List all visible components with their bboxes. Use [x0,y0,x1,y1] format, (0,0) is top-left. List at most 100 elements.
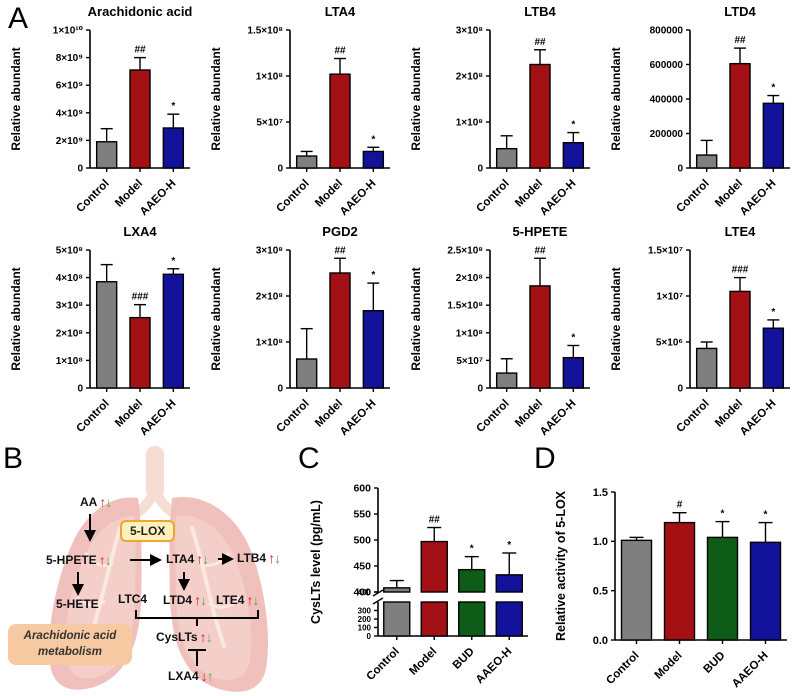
svg-text:LTD4: LTD4 [724,4,756,19]
svg-text:*: * [571,120,575,131]
svg-text:0: 0 [277,384,283,395]
svg-text:Relative abundant: Relative abundant [9,47,23,150]
up-arrow-icon: ↑ [98,552,106,568]
svg-text:0.5: 0.5 [593,586,608,598]
svg-text:Model: Model [113,178,145,210]
enzyme-box-5lox: 5-LOX [120,520,176,542]
chart-lxa4: 0 1×10⁸ 2×10⁸ 3×10⁸ 4×10⁸ 5×10⁸ Control ### Mode… [9,224,190,438]
svg-text:400000: 400000 [650,95,684,106]
svg-text:Control: Control [674,398,711,435]
chart-arachidonic-acid: 0 2×10⁹ 4×10⁹ 6×10⁹ 8×10⁹ 1×10¹⁰ Control ## Mode… [9,4,193,219]
svg-text:##: ## [534,245,546,256]
svg-text:1.5×10⁸: 1.5×10⁸ [447,301,483,312]
svg-text:5×10⁷: 5×10⁷ [256,118,283,129]
svg-text:*: * [470,544,474,555]
svg-text:##: ## [134,45,146,56]
svg-text:6×10⁹: 6×10⁹ [56,81,84,92]
svg-text:450: 450 [353,561,371,573]
svg-text:4×10⁸: 4×10⁸ [56,273,84,284]
trend-arrows: ↓ ↑ [201,668,214,684]
svg-text:2×10⁸: 2×10⁸ [56,328,84,339]
svg-text:4×10⁹: 4×10⁹ [56,108,84,119]
svg-text:Control: Control [274,398,311,435]
svg-text:600000: 600000 [650,60,684,71]
svg-text:*: * [721,509,725,520]
svg-text:2×10⁸: 2×10⁸ [456,72,484,83]
svg-text:0: 0 [77,164,83,175]
pathway-node-cyslts: CysLTs ↑ ↓ [156,629,213,645]
up-arrow-icon: ↑ [268,550,275,566]
svg-text:Relative activity of 5-LOX: Relative activity of 5-LOX [554,490,568,641]
svg-text:0: 0 [677,164,683,175]
svg-text:AAEO-H: AAEO-H [730,650,771,691]
up-arrow-icon: ↑ [196,551,203,567]
panel-c-label: C [298,442,320,475]
down-arrow-icon: ↓ [205,629,213,645]
svg-text:1.5×10⁸: 1.5×10⁸ [247,26,283,37]
svg-text:CysLTs level (pg/mL): CysLTs level (pg/mL) [309,500,323,624]
trend-arrows: ↑ ↓ [246,592,259,608]
chart-ltd4: 0 200000 400000 600000 800000 Control ## Model *… [609,4,790,218]
svg-text:800000: 800000 [650,26,684,37]
svg-text:500: 500 [353,535,371,547]
svg-text:AAEO-H: AAEO-H [138,178,179,219]
down-arrow-icon: ↓ [202,551,209,567]
trend-arrows: ↑ ↓ [99,495,112,509]
node-label: AA [80,495,98,509]
node-label: LTA4 [166,552,195,566]
up-arrow-icon: ↑ [206,668,214,684]
pathway-node-ltb4: LTB4 ↑ ↓ [237,550,281,566]
svg-text:###: ### [732,265,749,276]
svg-text:Control: Control [364,646,401,683]
svg-text:0: 0 [477,164,483,175]
trend-arrows: ↑ ↓ [194,592,207,608]
trend-arrows: ↑ ↓ [98,552,112,568]
svg-text:*: * [771,307,775,318]
svg-text:Relative abundant: Relative abundant [609,267,623,370]
caption-line-2: metabolism [38,645,102,658]
svg-text:1×10⁸: 1×10⁸ [256,338,284,349]
pathway-node-lta4: LTA4 ↑ ↓ [166,551,209,567]
up-arrow-icon: ↑ [246,592,253,608]
node-label: LTD4 [163,593,193,607]
chart-lte4: 0 5×10⁶ 1×10⁷ 1.5×10⁷ Control ### Model * AAEO-H… [609,224,790,438]
svg-text:5×10⁸: 5×10⁸ [56,246,84,257]
svg-text:Model: Model [113,398,145,430]
svg-text:##: ## [429,515,441,526]
node-label: 5-HPETE [46,553,97,567]
pathway-node-5hete: 5-HETE [56,598,99,610]
node-label: CysLTs [156,630,198,644]
node-label: LTC4 [118,592,148,606]
pathway-node-ltd4: LTD4 ↑ ↓ [163,592,207,608]
pathway-node-lxa4: LXA4 ↓ ↑ [168,668,214,684]
svg-text:600: 600 [353,483,371,495]
pathway-node-aa: AA ↑ ↓ [80,495,112,509]
svg-text:Model: Model [313,398,345,430]
svg-text:BUD: BUD [451,646,477,672]
down-arrow-icon: ↓ [200,592,207,608]
svg-text:Model: Model [513,398,545,430]
pathway-node-5hpete: 5-HPETE ↑ ↓ [46,552,112,568]
svg-text:*: * [171,101,175,112]
svg-text:AAEO-H: AAEO-H [474,646,515,687]
svg-text:Model: Model [407,646,439,678]
down-arrow-icon: ↓ [274,550,281,566]
svg-text:LXA4: LXA4 [123,224,157,239]
caption-box: Arachidonic acid metabolism [8,624,132,666]
pathway-node-lte4: LTE4 ↑ ↓ [216,592,259,608]
panel-d-label: D [534,442,556,475]
svg-text:3×10⁸: 3×10⁸ [456,26,484,37]
down-arrow-icon: ↓ [104,552,112,568]
svg-text:PGD2: PGD2 [322,224,357,239]
svg-text:*: * [171,256,175,267]
svg-text:1×10⁷: 1×10⁷ [656,292,683,303]
svg-text:1.5×10⁷: 1.5×10⁷ [648,246,683,257]
svg-text:Relative abundant: Relative abundant [409,47,423,150]
svg-text:5×10⁷: 5×10⁷ [456,356,483,367]
svg-text:AAEO-H: AAEO-H [538,398,579,439]
svg-text:Model: Model [713,178,745,210]
svg-text:Arachidonic acid: Arachidonic acid [88,4,193,19]
svg-text:8×10⁹: 8×10⁹ [56,53,84,64]
svg-text:1.0: 1.0 [593,536,608,548]
svg-text:*: * [507,540,511,551]
